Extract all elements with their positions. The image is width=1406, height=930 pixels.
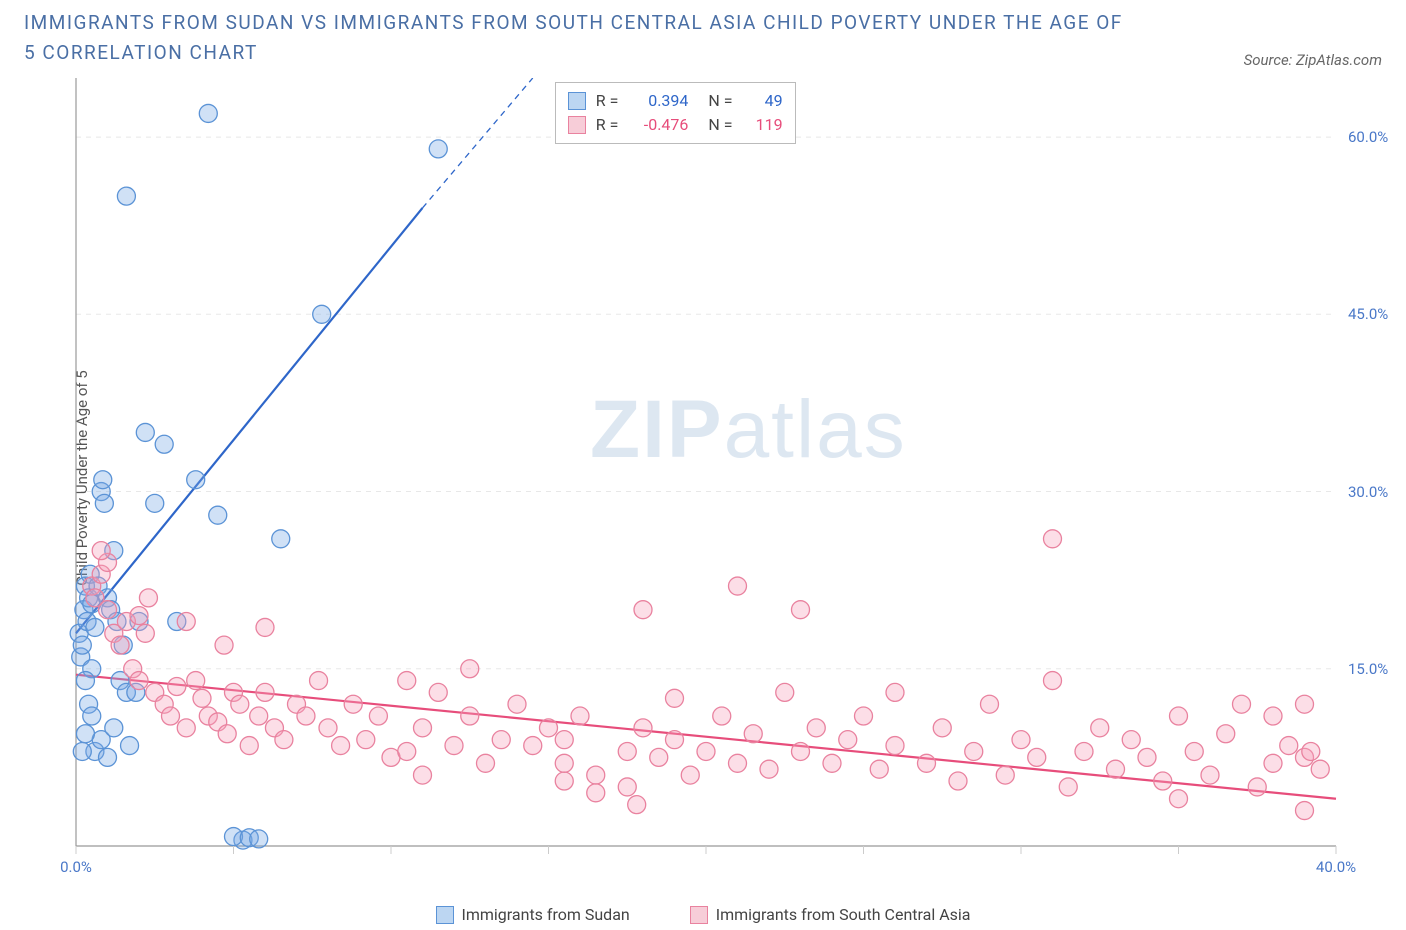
legend-item-sudan: Immigrants from Sudan: [436, 905, 630, 924]
y-tick-label: 30.0%: [1348, 483, 1384, 501]
y-tick-label: 45.0%: [1348, 305, 1384, 323]
plot-area: Child Poverty Under the Age of 5 ZIPatla…: [62, 78, 1382, 878]
stats-r-value: 0.394: [628, 89, 688, 113]
legend-label: Immigrants from South Central Asia: [716, 905, 971, 924]
stats-r-label: R =: [596, 89, 619, 113]
legend-bottom: Immigrants from Sudan Immigrants from Sou…: [0, 905, 1406, 924]
scatter-chart: [62, 78, 1382, 878]
stats-legend-box: R = 0.394 N = 49 R = -0.476 N = 119: [555, 82, 796, 144]
stats-n-value: 49: [743, 89, 783, 113]
chart-title: IMMIGRANTS FROM SUDAN VS IMMIGRANTS FROM…: [24, 8, 1124, 69]
swatch-icon: [568, 92, 586, 110]
source-label: Source: ZipAtlas.com: [1244, 51, 1382, 69]
x-tick-label: 0.0%: [60, 858, 92, 876]
x-tick-label: 40.0%: [1316, 858, 1356, 876]
swatch-icon: [568, 116, 586, 134]
legend-item-scasia: Immigrants from South Central Asia: [690, 905, 971, 924]
stats-row-sudan: R = 0.394 N = 49: [568, 89, 783, 113]
stats-row-scasia: R = -0.476 N = 119: [568, 113, 783, 137]
stats-r-value: -0.476: [628, 113, 688, 137]
stats-n-label: N =: [708, 89, 732, 113]
stats-r-label: R =: [596, 113, 619, 137]
swatch-icon: [690, 906, 708, 924]
stats-n-value: 119: [743, 113, 783, 137]
stats-n-label: N =: [708, 113, 732, 137]
y-tick-label: 60.0%: [1348, 128, 1384, 146]
header: IMMIGRANTS FROM SUDAN VS IMMIGRANTS FROM…: [0, 0, 1406, 73]
swatch-icon: [436, 906, 454, 924]
legend-label: Immigrants from Sudan: [462, 905, 630, 924]
y-tick-label: 15.0%: [1348, 660, 1384, 678]
